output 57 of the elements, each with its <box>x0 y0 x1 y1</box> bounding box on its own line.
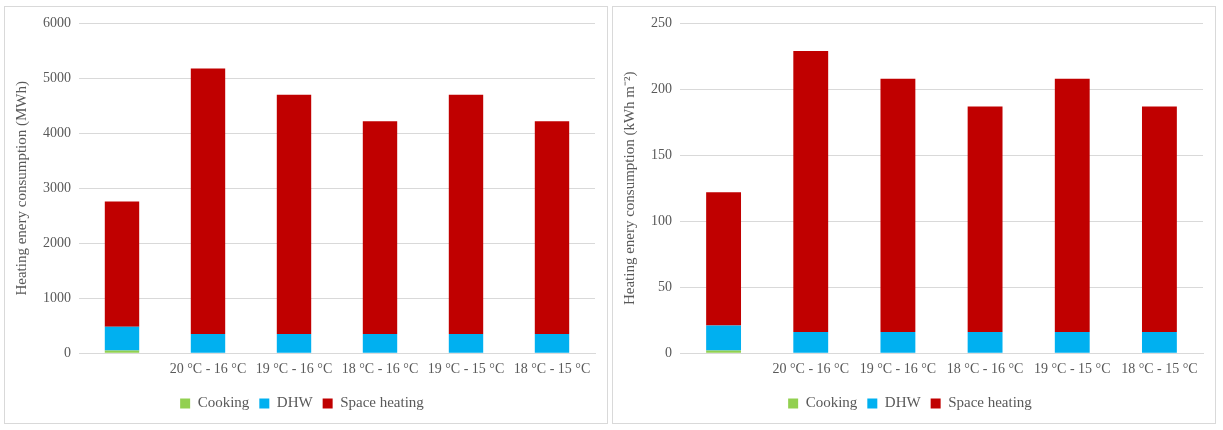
x-tick-label: 18 °C - 16 °C <box>946 361 1024 377</box>
bar <box>362 121 398 334</box>
bar <box>706 350 742 353</box>
x-tick-label: 19 °C - 15 °C <box>427 361 505 377</box>
legend-label: Space heating <box>340 394 425 411</box>
x-tick-label: 18 °C - 16 °C <box>341 361 419 377</box>
bar <box>104 201 140 327</box>
legend-label: Space heating <box>948 394 1033 411</box>
x-tick-label: 18 °C - 15 °C <box>1121 361 1198 377</box>
bar <box>190 333 226 353</box>
bar <box>1141 106 1177 333</box>
y-tick-label: 6000 <box>43 15 71 31</box>
y-tick-label: 2000 <box>43 234 71 250</box>
y-tick-label: 150 <box>651 146 672 162</box>
y-tick-label: 50 <box>658 278 672 294</box>
y-tick-label: 0 <box>665 344 672 360</box>
x-tick-label: 19 °C - 15 °C <box>1033 361 1111 377</box>
legend-label: Cooking <box>197 394 250 411</box>
x-tick-label: 19 °C - 16 °C <box>255 361 333 377</box>
bar <box>362 333 398 353</box>
bar <box>793 332 829 353</box>
y-tick-label: 4000 <box>43 125 71 141</box>
bar <box>276 94 312 334</box>
bar <box>1054 78 1090 333</box>
y-tick-label: 5000 <box>43 70 71 86</box>
bar <box>534 121 570 334</box>
bar <box>104 350 140 353</box>
y-tick-label: 100 <box>651 212 672 228</box>
y-tick-label: 1000 <box>43 289 71 305</box>
bar <box>190 68 226 334</box>
bar <box>1054 332 1090 353</box>
y-tick-label: 3000 <box>43 179 71 195</box>
legend-label: DHW <box>276 394 314 411</box>
y-tick-label: 0 <box>64 344 71 360</box>
bar <box>448 333 484 353</box>
bar <box>104 326 140 351</box>
bar <box>706 325 742 351</box>
x-tick-label: 20 °C - 16 °C <box>169 361 247 377</box>
y-tick-label: 200 <box>651 81 672 97</box>
bar <box>706 192 742 326</box>
x-tick-label: 18 °C - 15 °C <box>513 361 591 377</box>
bar <box>880 332 916 353</box>
y-axis-title: Heating enery consumption (MWh) <box>12 81 30 296</box>
legend-label: Cooking <box>805 394 858 411</box>
bar <box>793 51 829 333</box>
y-axis-title: Heating enery consumption (kWh m⁻²) <box>620 71 638 306</box>
x-tick-label: 20 °C - 16 °C <box>772 361 850 377</box>
bar <box>534 333 570 353</box>
x-tick-label: 19 °C - 16 °C <box>859 361 937 377</box>
bar <box>967 332 1003 353</box>
bar <box>448 94 484 334</box>
bar <box>276 333 312 353</box>
bar <box>880 78 916 333</box>
bar <box>1141 332 1177 353</box>
y-tick-label: 250 <box>651 15 672 31</box>
bar <box>967 106 1003 333</box>
legend-label: DHW <box>884 394 922 411</box>
